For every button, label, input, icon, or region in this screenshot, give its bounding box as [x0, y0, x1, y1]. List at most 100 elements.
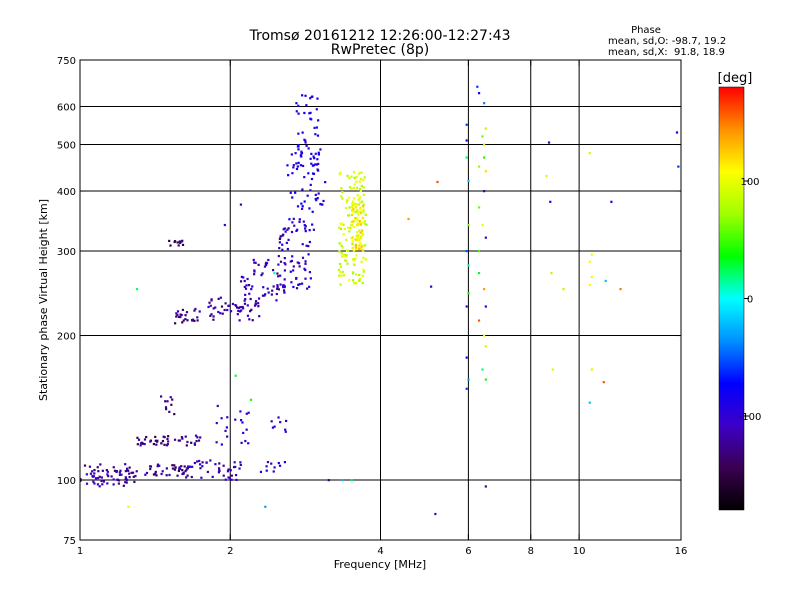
data-point-x-mode — [358, 220, 361, 223]
data-point-o-mode — [271, 289, 274, 292]
x-tick-label: 16 — [675, 546, 688, 557]
data-point-x-mode — [342, 274, 345, 277]
data-point-o-mode — [154, 435, 157, 438]
data-point-o-mode — [314, 197, 317, 201]
data-point-x-mode — [342, 254, 345, 257]
data-point-o-mode — [279, 260, 283, 263]
data-point-o-mode — [217, 471, 221, 474]
data-point-o-mode — [85, 482, 89, 485]
data-point-o-mode — [99, 463, 102, 466]
data-point-o-mode — [193, 309, 196, 312]
data-point-o-mode — [178, 240, 181, 243]
data-point-noise — [590, 253, 593, 256]
data-point-o-mode — [304, 262, 307, 265]
data-point-o-mode — [186, 440, 189, 444]
data-point-x-mode — [350, 220, 353, 223]
data-point-o-mode — [181, 321, 184, 324]
data-point-o-mode — [266, 287, 269, 290]
data-point-o-mode — [313, 126, 316, 129]
data-point-x-mode — [361, 231, 364, 235]
data-point-x-mode — [339, 227, 343, 231]
data-point-o-mode — [267, 258, 270, 262]
data-point-o-mode — [277, 254, 280, 258]
data-point-o-mode — [314, 152, 317, 155]
data-point-noise — [467, 223, 470, 227]
colorbar-tick-label: 0 — [747, 295, 753, 306]
data-point-o-mode — [239, 463, 242, 467]
data-point-noise — [465, 156, 468, 159]
data-point-o-mode — [149, 467, 152, 471]
data-point-x-mode — [355, 217, 358, 220]
data-point-o-mode — [277, 263, 280, 266]
data-point-o-mode — [312, 155, 315, 158]
data-point-o-mode — [179, 315, 182, 319]
data-point-o-mode — [92, 475, 96, 478]
data-point-o-mode — [144, 473, 147, 476]
data-point-x-mode — [352, 202, 355, 205]
data-point-o-mode — [174, 322, 177, 325]
data-point-o-mode — [168, 239, 171, 243]
data-point-o-mode — [287, 174, 290, 177]
data-point-o-mode — [128, 472, 131, 475]
data-point-o-mode — [243, 279, 246, 283]
data-point-o-mode — [295, 277, 298, 280]
data-point-o-mode — [159, 395, 163, 398]
data-point-x-mode — [358, 196, 361, 199]
data-point-o-mode — [178, 439, 182, 442]
data-point-o-mode — [283, 285, 286, 289]
data-point-o-mode — [179, 241, 182, 245]
data-point-o-mode — [164, 408, 168, 411]
data-point-o-mode — [93, 472, 96, 475]
data-point-noise — [477, 271, 481, 275]
data-point-noise — [249, 398, 253, 401]
data-point-noise — [327, 479, 330, 482]
data-point-x-mode — [359, 212, 363, 215]
data-point-o-mode — [281, 248, 284, 251]
data-point-x-mode — [355, 246, 358, 249]
data-point-o-mode — [277, 275, 280, 278]
data-point-x-mode — [357, 211, 360, 214]
data-point-o-mode — [303, 176, 306, 179]
data-point-x-mode — [358, 198, 361, 201]
data-point-o-mode — [220, 417, 223, 420]
data-point-o-mode — [292, 166, 295, 169]
data-point-o-mode — [169, 396, 172, 399]
data-point-o-mode — [309, 111, 312, 114]
data-point-x-mode — [352, 279, 355, 282]
data-point-x-mode — [355, 186, 359, 189]
data-point-o-mode — [303, 111, 306, 115]
data-point-o-mode — [143, 438, 147, 441]
data-point-o-mode — [308, 285, 311, 288]
data-point-x-mode — [339, 283, 342, 286]
data-point-x-mode — [354, 282, 357, 285]
data-point-noise — [551, 368, 554, 371]
data-point-x-mode — [362, 270, 365, 273]
data-point-o-mode — [309, 97, 312, 100]
data-point-o-mode — [218, 469, 221, 473]
data-point-o-mode — [295, 167, 299, 171]
data-point-o-mode — [244, 293, 247, 296]
data-point-noise — [465, 139, 468, 142]
data-points — [80, 85, 680, 516]
data-point-o-mode — [299, 164, 302, 167]
chart-title: Tromsø 20161212 12:26:00-12:27:43 — [249, 28, 511, 44]
data-point-o-mode — [315, 108, 318, 111]
data-point-o-mode — [298, 220, 301, 223]
data-point-x-mode — [359, 207, 362, 210]
data-point-o-mode — [176, 241, 179, 244]
data-point-x-mode — [362, 221, 365, 224]
data-point-o-mode — [270, 462, 273, 465]
data-point-o-mode — [297, 132, 300, 135]
data-point-o-mode — [180, 313, 183, 317]
data-point-x-mode — [339, 270, 342, 273]
data-point-o-mode — [239, 419, 243, 422]
data-point-noise — [484, 127, 487, 130]
data-point-o-mode — [107, 475, 110, 478]
data-point-o-mode — [237, 309, 240, 312]
data-point-o-mode — [262, 286, 265, 289]
data-point-o-mode — [175, 315, 178, 318]
data-point-x-mode — [344, 253, 347, 257]
data-point-o-mode — [212, 307, 215, 310]
data-point-o-mode — [297, 148, 300, 151]
data-point-o-mode — [316, 97, 319, 100]
